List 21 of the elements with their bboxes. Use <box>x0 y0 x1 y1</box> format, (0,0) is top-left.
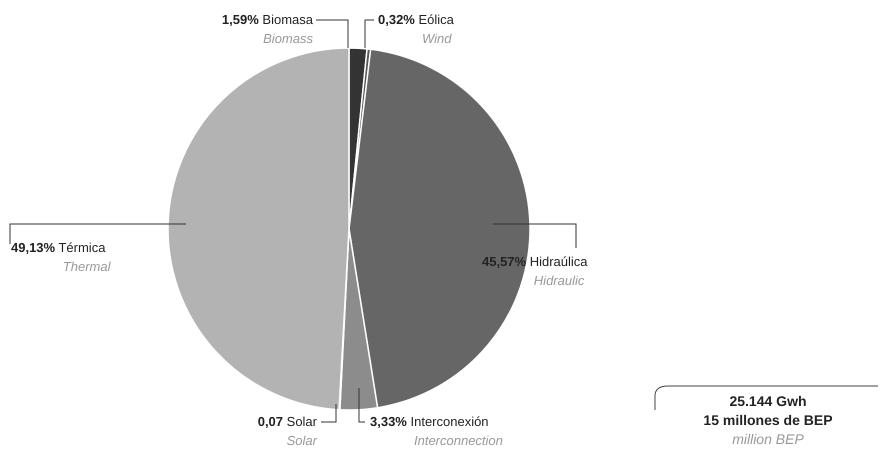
slice-label: Solar <box>286 433 318 448</box>
text: Interconnection <box>414 433 503 448</box>
text: Biomass <box>263 31 313 46</box>
data-label: 3,33% <box>370 414 408 429</box>
text: 15 millones de BEP <box>703 412 833 428</box>
data-label: 0,07 <box>258 414 284 429</box>
slice-label: Térmica <box>55 240 106 255</box>
text: Thermal <box>62 259 110 274</box>
slice-label: Solar <box>283 414 318 429</box>
text: Wind <box>422 31 452 46</box>
text: Hidraulic <box>534 273 584 288</box>
slice-label: Biomasa <box>258 12 314 27</box>
text: million BEP <box>732 431 804 447</box>
slice-label: Eólica <box>414 12 455 27</box>
slice-label: Hidraúlica <box>526 254 588 269</box>
data-label: 49,13% <box>11 240 56 255</box>
data-label: 1,59% <box>222 12 260 27</box>
data-label: 45,57% <box>482 254 527 269</box>
slice-label: Interconexión <box>406 414 489 429</box>
data-label: 0,32% <box>378 12 416 27</box>
text: 25.144 Gwh <box>729 393 807 409</box>
